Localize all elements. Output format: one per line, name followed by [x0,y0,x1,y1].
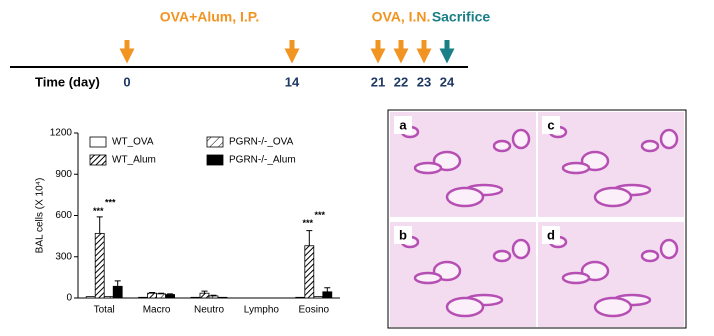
day-label: 23 [417,74,431,89]
bar [94,232,105,299]
y-tick-label: 1200 [50,128,73,139]
x-tick-label: Neutro [194,305,224,316]
airway [492,139,512,153]
panel-label: a [399,117,407,132]
day-label: 0 [123,74,130,89]
airway [593,296,633,318]
airway [492,249,512,263]
bar [156,293,167,299]
bar [112,285,123,299]
error-bar [306,230,313,246]
panel-label: d [547,227,555,242]
airway [640,249,660,263]
bar [304,245,315,299]
bar [322,291,333,299]
legend-label: WT_OVA [112,137,154,148]
y-axis-label: BAL cells (X 10⁴) [35,178,46,254]
x-tick-label: Macro [143,305,171,316]
x-tick-label: Total [94,305,115,316]
error-bar [167,293,174,295]
panel-label-box [394,226,412,244]
legend-swatch [206,136,224,148]
legend-label: WT_Alum [112,155,156,166]
chart: BAL cells (X 10⁴) 0 300 600 900 1200 Total Macr… [35,128,340,316]
bar [147,292,158,299]
significance: *** [105,198,116,208]
bar [165,294,176,299]
error-bar [114,280,121,287]
airway [511,128,531,150]
y-tick-label: 900 [55,169,72,180]
event-label: Sacrifice [432,9,491,25]
legend-label: PGRN-/-_Alum [229,155,296,166]
error-bar [324,287,331,292]
airway [511,238,531,260]
panel-label: b [399,227,407,242]
x-tick-label: Eosino [299,305,330,316]
legend-label: PGRN-/-_OVA [229,137,294,148]
airway [640,139,660,153]
error-bar [158,292,165,294]
error-bar [201,290,208,294]
y-tick-label: 0 [66,293,72,304]
bar [190,296,201,299]
bar [217,296,228,299]
timeline-label: Time (day) [35,74,100,89]
y-tick-label: 300 [55,251,72,262]
airway [413,271,443,285]
error-bar [210,294,217,296]
error-bar [149,292,156,294]
panel-label-box [542,226,560,244]
bar [208,295,219,299]
airway [659,128,679,150]
panel-frame [387,109,687,329]
x-tick-label: Lympho [244,305,280,316]
airway [659,238,679,260]
bar [138,296,149,299]
airway [593,186,633,208]
significance: *** [93,206,104,216]
bar [199,292,210,299]
airway [445,186,485,208]
bar [295,296,306,299]
legend-swatch [206,154,224,166]
event-label: OVA, I.N. [372,9,431,25]
bar [85,296,96,299]
bar [103,296,114,299]
legend-swatch [89,136,107,148]
airway [561,161,591,175]
day-label: 24 [440,74,455,89]
significance: *** [315,210,326,220]
panel-label: c [547,117,554,132]
day-label: 14 [285,74,300,89]
airway [413,161,443,175]
significance: *** [303,218,314,228]
day-label: 22 [394,74,408,89]
legend-swatch [89,154,107,166]
panels: a c b d [390,112,684,327]
bar [313,296,324,299]
event-label: OVA+Alum, I.P. [160,9,259,25]
y-tick-label: 600 [55,210,72,221]
day-label: 21 [371,74,385,89]
panel-label-box [542,116,560,134]
error-bar [96,216,103,234]
airway [445,296,485,318]
panel-label-box [394,116,412,134]
airway [561,271,591,285]
